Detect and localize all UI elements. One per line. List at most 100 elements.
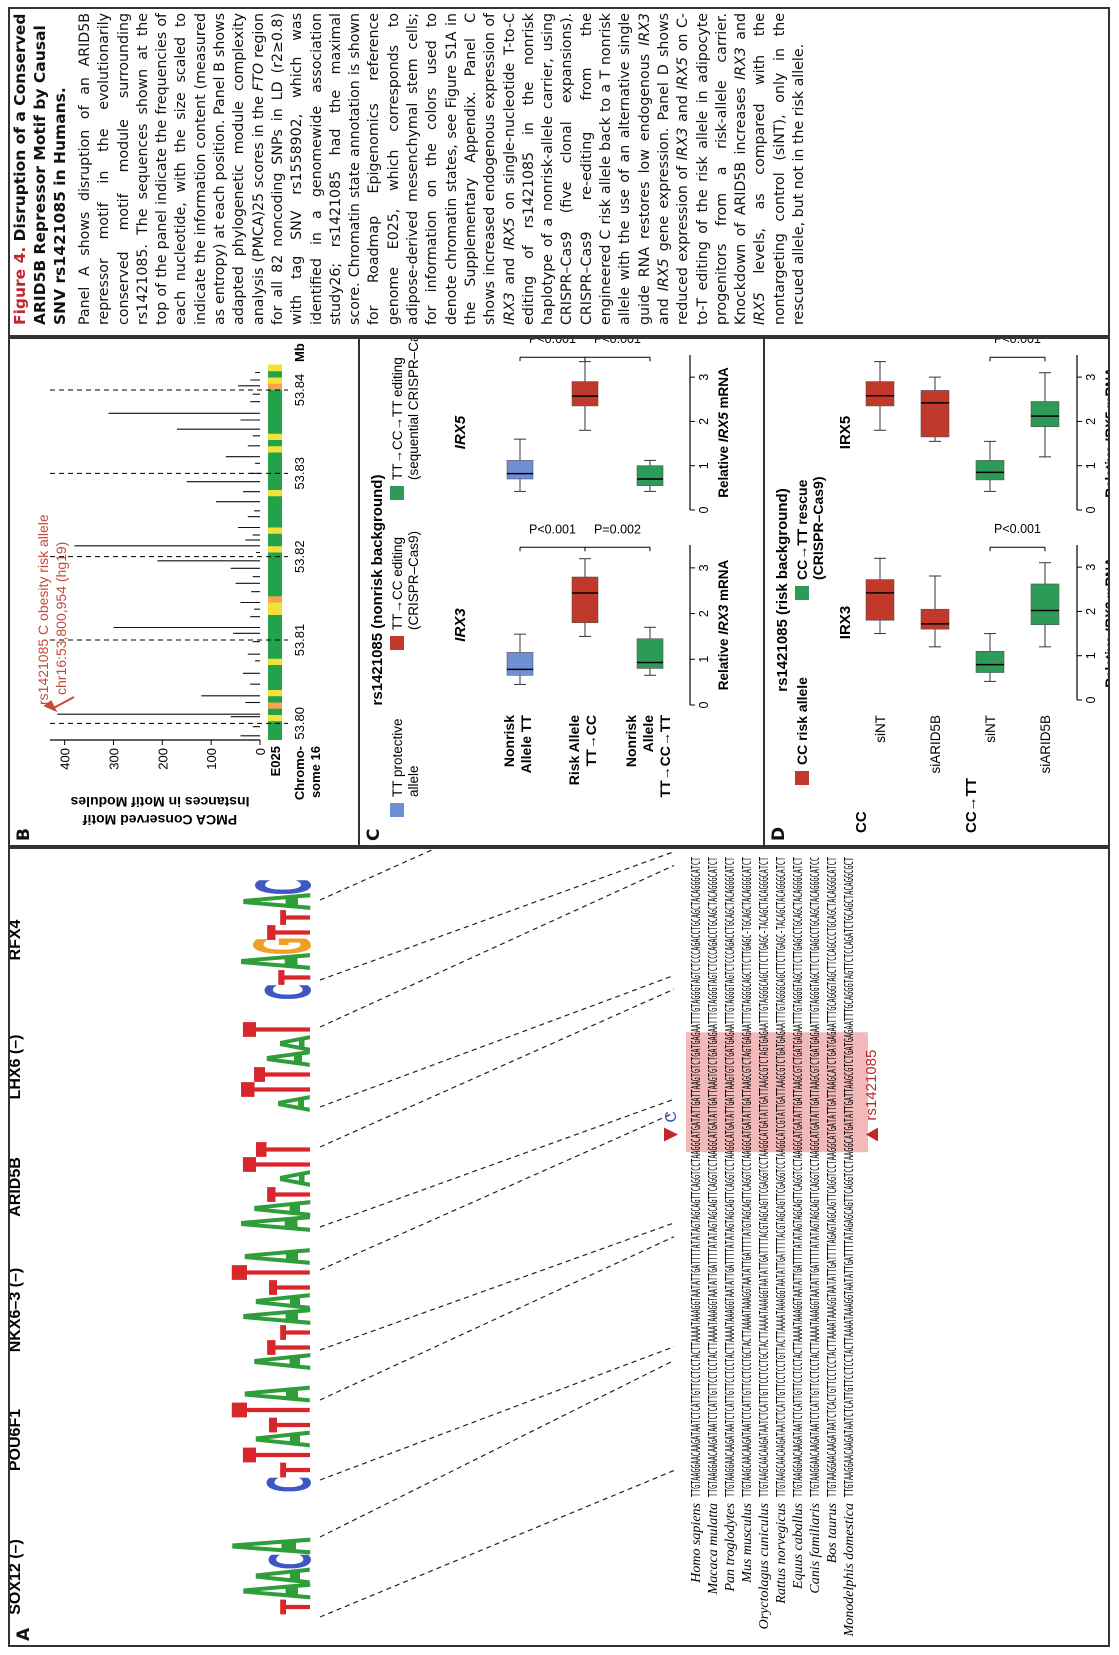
snp-label: rs1421085 [863, 1050, 880, 1121]
c-title: rs1421085 (nonrisk background) [369, 475, 386, 706]
c-irx3-x-tick-label: 3 [697, 564, 711, 571]
c-irx5-box [571, 381, 599, 407]
c-irx5-title: IRX5 [452, 415, 469, 449]
d-row-label: siARID5B [928, 715, 943, 774]
c-irx3-x-label-suffix: mRNA [716, 559, 731, 604]
species-name: Pan troglodytes [723, 1502, 738, 1592]
c-irx5-x-label-prefix: Relative [716, 442, 731, 498]
motif-connector [319, 1469, 675, 1618]
d-irx5-box [865, 381, 895, 407]
species-name: Equus caballus [791, 1502, 806, 1589]
motif-name-6: RFX4 [10, 919, 24, 960]
logo-letter: A [225, 893, 332, 910]
snp-allele-c: C [663, 1111, 680, 1123]
d-legend-swatch [795, 771, 809, 785]
logo-letter: T [256, 1340, 325, 1355]
figure-label: Figure 4. [11, 246, 29, 325]
d-irx3-x-label-prefix: Relative [1103, 632, 1108, 688]
b-chromatin-segment [268, 520, 282, 528]
motif-connector [319, 1236, 675, 1401]
d-irx3-box [920, 608, 950, 630]
d-irx3-x-label: Relative IRX3 mRNA [1103, 557, 1108, 688]
d-irx5-p-value: P<0.001 [994, 339, 1041, 346]
caption-text-run: IRX5 [675, 56, 692, 90]
b-chromatin-segment [268, 489, 282, 497]
logo-letter: T [271, 1599, 320, 1614]
d-irx5-title: IRX5 [837, 416, 854, 449]
b-x-tick-label: 53.81 [292, 624, 307, 657]
logo-letter: G [239, 937, 329, 955]
c-legend-label: TT protective [390, 718, 405, 797]
b-chromatin-segment [268, 658, 282, 665]
motif-logo-4: AATATT [223, 1142, 333, 1232]
snp-highlight [686, 1032, 868, 1153]
b-chromatin-segment [268, 652, 282, 659]
snp-marker-top [664, 1127, 678, 1142]
logo-letter: A [241, 1430, 328, 1447]
d-irx5-box [975, 460, 1005, 481]
d-irx3-x-tick-label: 0 [1084, 696, 1098, 703]
panel-d-svg: rs1421085 (risk background)CC risk allel… [774, 339, 1108, 833]
c-irx5-p-value: P<0.001 [594, 339, 641, 346]
c-legend-swatch [390, 486, 404, 500]
caption-text-run: IRX3 [501, 292, 518, 325]
motif-connector [319, 849, 675, 901]
motif-name-1: SOX12 (–) [10, 1539, 24, 1615]
b-chromatin-segment [268, 495, 282, 503]
c-irx3-box [636, 638, 664, 669]
motif-name-2: POU6F1 [10, 1409, 24, 1471]
c-legend-swatch [390, 636, 404, 650]
b-chromatin-segment [268, 402, 282, 409]
b-chromatin-segment [268, 670, 282, 678]
c-irx3-title: IRX3 [452, 608, 469, 642]
c-legend-label: TT→CC→TT editing [390, 357, 405, 480]
sequence-row: TTGTAAGGAACAAGATAATCTCATTGTTCCTCCTACTTAA… [808, 857, 822, 1497]
b-y-tick-label: 400 [58, 748, 73, 770]
logo-letter: C [256, 1476, 325, 1492]
b-chromatin-segment [268, 502, 282, 509]
logo-letter: T [225, 1022, 332, 1037]
b-y-tick-label: 300 [106, 748, 121, 770]
d-legend-label-2: (CRISPR–Cas9) [810, 477, 826, 580]
b-chromatin-segment [268, 527, 282, 534]
b-chromatin-segment [268, 364, 282, 372]
c-irx5-box [636, 465, 664, 486]
b-chromatin-segment [268, 727, 282, 734]
b-chromatin-segment [268, 620, 282, 628]
logo-letter: A [256, 1050, 325, 1067]
c-irx5-x-tick-label: 2 [697, 418, 711, 425]
species-name: Rattus norvegicus [774, 1502, 789, 1604]
d-irx5-x-tick-label: 1 [1084, 462, 1098, 469]
sequence-row: TTGTAAGGAACAAGATAATCTCATTGTTCCTCCTACTTAA… [842, 857, 856, 1497]
species-name: Homo sapiens [689, 1502, 704, 1583]
c-irx5-x-label-suffix: mRNA [716, 367, 731, 412]
c-row-label-2: Allele [640, 715, 656, 753]
logo-letter: A [229, 1248, 332, 1265]
logo-letter: A [241, 1567, 328, 1584]
b-chromatin-segment [268, 470, 282, 478]
c-legend-label: TT→CC editing [390, 537, 405, 630]
b-chromatin-segment [268, 645, 282, 653]
b-chromatin-segment [268, 677, 282, 684]
b-chromatin-segment [268, 714, 282, 722]
b-x-tick-label: 53.82 [292, 540, 307, 573]
c-irx3-x-label-prefix: Relative [716, 635, 731, 691]
species-name: Bos taurus [825, 1502, 840, 1563]
b-chromatin-segment [268, 589, 282, 597]
caption-text-run: on single-nucleotide T-to-C editing of r… [501, 13, 653, 325]
b-chromatin-segment [268, 483, 282, 490]
b-chromatin-segment [268, 545, 282, 553]
b-chromosome-1: Chromo- [292, 746, 307, 800]
d-irx5-x-label: Relative IRX5 mRNA [1103, 367, 1108, 498]
caption-text-run: IRX3 [733, 47, 750, 80]
sequence-row: TTGTAAGGAACAAGATAATCTCATTGTTCCTCCTACTTAA… [689, 857, 703, 1497]
logo-letter: T [212, 1265, 337, 1280]
caption-text-run: and [733, 12, 750, 48]
figure-caption: Figure 4. Disruption of a Conserved ARID… [10, 13, 1108, 325]
b-chromatin-segment [268, 408, 282, 415]
caption-text-run: and [655, 291, 672, 325]
logo-letter: A [223, 1215, 333, 1232]
b-chromatin-segment [268, 570, 282, 578]
